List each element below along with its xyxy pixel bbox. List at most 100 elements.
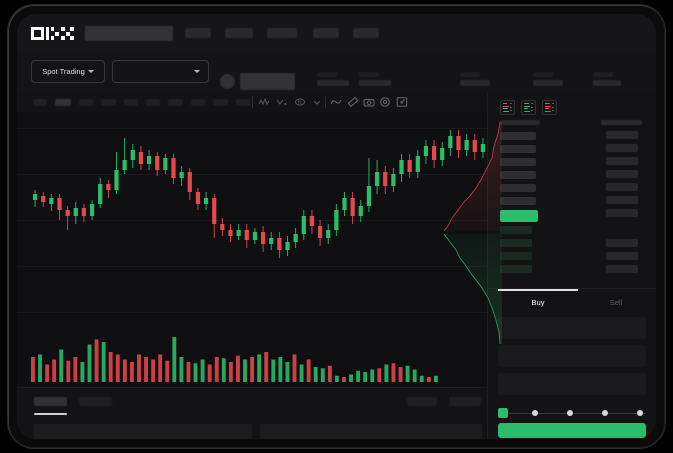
market-stat-label (533, 72, 553, 77)
orderbook-amount-cell (606, 252, 638, 260)
orderbook-bid-row[interactable] (500, 226, 532, 234)
orderbook-both-icon[interactable] (500, 100, 515, 115)
timeframe-button-7[interactable] (168, 99, 183, 106)
chart-gridline (17, 266, 487, 267)
depth-ask-area (443, 121, 502, 232)
logo-glyph-k (46, 27, 59, 40)
ruler-icon[interactable] (347, 96, 359, 108)
orderbook-amount-cell (606, 239, 638, 247)
timeframe-button-6[interactable] (146, 99, 160, 106)
amount-slider-handle[interactable] (498, 408, 508, 418)
orderbook-ask-row[interactable] (500, 158, 536, 166)
market-stat-value (533, 80, 563, 86)
sell-tab[interactable]: Sell (609, 298, 623, 307)
orderbook-amount-cell (606, 144, 638, 152)
market-stat-value (593, 80, 621, 86)
orderbook-amount-cell (606, 131, 638, 139)
market-stat-value (460, 80, 490, 86)
amount-slider-mark[interactable] (567, 410, 573, 416)
orderbook-ask-row[interactable] (500, 132, 536, 140)
chart-gridline (17, 220, 487, 221)
amount-slider-mark[interactable] (602, 410, 608, 416)
chevron-down-icon[interactable] (311, 96, 323, 108)
fullscreen-icon[interactable] (396, 96, 408, 108)
trading-mode-label: Spot Trading (42, 67, 85, 76)
orderbook-bid-row[interactable] (500, 239, 532, 247)
trading-pair-selector[interactable] (112, 60, 209, 83)
timeframe-button-1[interactable] (33, 99, 47, 106)
candlestick-series (32, 130, 486, 258)
svg-text:fx: fx (298, 100, 302, 106)
market-stat-value (359, 80, 391, 86)
depth-chart-overlay (443, 121, 502, 345)
timeframe-button-3[interactable] (79, 99, 93, 106)
orderbook-ask-row[interactable] (500, 184, 536, 192)
market-stat-label (460, 72, 480, 77)
active-side-indicator (498, 289, 578, 291)
orders-tab-history[interactable] (79, 397, 112, 406)
orderbook-amount-cell (606, 265, 638, 273)
trading-mode-selector[interactable]: Spot Trading (31, 60, 105, 83)
amount-slider-mark[interactable] (637, 410, 643, 416)
coin-avatar (220, 74, 235, 89)
orders-tab-open[interactable] (34, 397, 67, 406)
amount-field[interactable] (498, 345, 646, 367)
toolbar-divider (325, 96, 326, 108)
nav-item-1[interactable] (185, 28, 211, 38)
orderbook-asks-icon[interactable] (542, 100, 557, 115)
nav-item-4[interactable] (313, 28, 339, 38)
submit-order-button[interactable] (498, 423, 646, 438)
timeframe-button-4[interactable] (101, 99, 116, 106)
alert-icon[interactable]: fx (294, 96, 306, 108)
market-stat-value (317, 80, 349, 86)
nav-item-3[interactable] (267, 28, 297, 38)
orderbook-ask-row[interactable] (500, 145, 536, 153)
timeframe-button-2[interactable] (55, 99, 71, 106)
market-stat-label (593, 72, 613, 77)
indicators-icon[interactable] (258, 96, 270, 108)
nav-item-2[interactable] (225, 28, 253, 38)
orders-action-1[interactable] (407, 397, 437, 406)
timeframe-button-5[interactable] (124, 99, 138, 106)
orderbook-col-header-price (500, 120, 540, 125)
chevron-down-icon (194, 70, 200, 73)
settings-gear-icon[interactable] (379, 96, 391, 108)
search-input[interactable] (85, 26, 173, 41)
buy-tab[interactable]: Buy (531, 298, 545, 307)
amount-slider-mark[interactable] (532, 410, 538, 416)
market-stat-2 (359, 72, 391, 86)
timeframe-button-9[interactable] (213, 99, 228, 106)
market-stat-3 (460, 72, 490, 86)
total-field[interactable] (498, 373, 646, 395)
timeframe-button-10[interactable] (236, 99, 250, 106)
price-field[interactable] (498, 317, 646, 339)
orderbook-bid-row[interactable] (500, 252, 532, 260)
camera-icon[interactable] (363, 96, 375, 108)
price-chart[interactable] (17, 112, 502, 387)
orders-row-left (34, 424, 252, 439)
orderbook-ask-row[interactable] (500, 197, 536, 205)
depth-bid-area (443, 233, 502, 345)
market-stat-label (317, 72, 337, 77)
compare-icon[interactable] (276, 96, 288, 108)
market-stat-4 (533, 72, 563, 86)
timeframe-button-8[interactable] (191, 99, 205, 106)
orderbook-amount-cell (606, 157, 638, 165)
orderbook-col-header-amount (601, 120, 642, 125)
orderbook-bids-icon[interactable] (521, 100, 536, 115)
active-tab-indicator (34, 413, 67, 415)
market-stat-label (359, 72, 379, 77)
market-stat-1 (317, 72, 349, 86)
orderbook-bid-row[interactable] (500, 265, 532, 273)
nav-item-5[interactable] (353, 28, 379, 38)
line-chart-icon[interactable] (330, 96, 342, 108)
orders-action-2[interactable] (449, 397, 481, 406)
okx-logo[interactable] (31, 27, 75, 40)
orderbook-ask-row[interactable] (500, 171, 536, 179)
volume-series (31, 337, 438, 382)
chart-gridline (17, 312, 487, 313)
logo-glyph-o (31, 27, 44, 40)
orderbook-amount-cell (606, 196, 638, 204)
chevron-down-icon (87, 70, 94, 73)
order-form: Buy Sell (488, 288, 656, 439)
